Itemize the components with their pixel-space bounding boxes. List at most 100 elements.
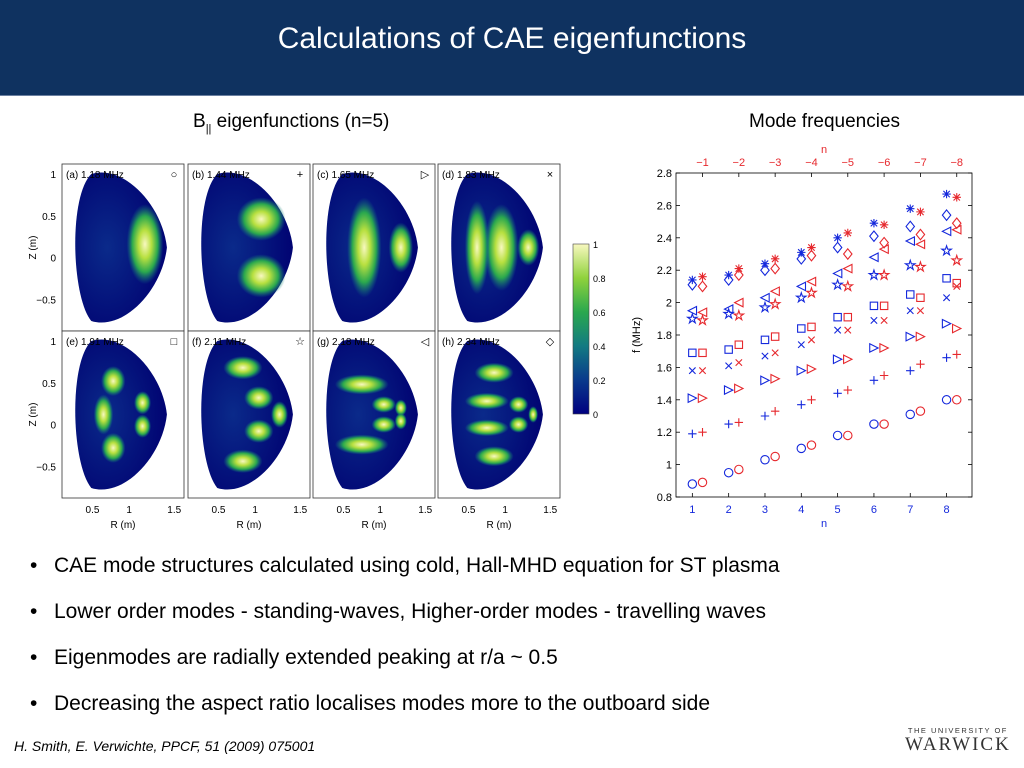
data-point-triangle-right (879, 342, 890, 354)
data-point-triangle-right (796, 365, 807, 376)
x-axis-label: n (821, 518, 827, 530)
colorbar-tick-label: 0.4 (593, 342, 606, 352)
data-point-triangle-right (697, 393, 708, 404)
data-point-triangle-left (904, 235, 916, 247)
plasma-cross-section (201, 339, 293, 490)
data-point-triangle-left (723, 303, 734, 315)
x-tick-label: 1 (126, 505, 132, 516)
data-point-triangle-right (905, 331, 916, 342)
plasma-cross-section (201, 172, 293, 323)
data-point-asterisk (869, 219, 879, 228)
eigenfunction-lobe (394, 399, 407, 417)
data-point-triangle-right (770, 373, 781, 384)
colorbar-tick-label: 1 (593, 240, 598, 250)
x-axis-label: R (m) (111, 520, 136, 531)
y-tick-label: 0.5 (42, 379, 56, 390)
plasma-cross-section (326, 172, 418, 323)
heatmap-panel: (g) 2.18 MHz ◁ (312, 330, 436, 499)
eigenfunction-lobe (464, 392, 509, 410)
bullet-glyph: • (30, 600, 38, 623)
data-point-square (770, 332, 780, 341)
panel-label: (h) 2.34 MHz (442, 337, 500, 348)
data-point-diamond (770, 262, 781, 275)
caption-parallel-subscript: || (205, 122, 212, 135)
data-point-plus (869, 376, 879, 385)
data-point-cross (834, 326, 842, 334)
data-point-plus (760, 411, 770, 421)
data-point-cross (880, 316, 888, 325)
plasma-cross-section (326, 339, 418, 490)
data-point-cross (698, 367, 707, 375)
data-point-square (760, 335, 770, 345)
data-point-star (685, 311, 699, 325)
heatmap-panel: (b) 1.44 MHz + (187, 163, 311, 332)
y-tick-label: 1 (666, 460, 672, 472)
y-axis-label: Z (m) (28, 236, 39, 260)
y-tick-label: 2.8 (657, 168, 672, 180)
heatmap-panel: (a) 1.18 MHz ○ (61, 163, 185, 332)
data-point-diamond (806, 249, 817, 262)
panel-marker-symbol: ▷ (421, 169, 430, 181)
data-point-asterisk (916, 207, 925, 217)
data-point-asterisk (807, 243, 816, 252)
data-point-diamond (697, 280, 708, 293)
data-point-diamond (941, 209, 952, 222)
university-logo: THE UNIVERSITY OF WARWICK (905, 726, 1011, 755)
x-tick-label: 1.5 (167, 505, 181, 516)
panel-marker-symbol: ◁ (421, 336, 430, 348)
panel-label: (g) 2.18 MHz (317, 337, 375, 348)
data-point-plus (688, 429, 697, 439)
data-point-triangle-right (832, 354, 844, 365)
eigenfunction-lobe (101, 366, 126, 397)
logo-line-1: THE UNIVERSITY OF (907, 726, 1008, 735)
x-tick-label: 0.5 (86, 505, 100, 516)
data-point-diamond (760, 264, 770, 277)
data-point-square (807, 322, 816, 332)
data-point-triangle-left (769, 286, 780, 297)
plasma-shape (451, 339, 543, 490)
y-tick-label: 0.5 (42, 212, 56, 223)
y-tick-label: 1 (50, 337, 56, 348)
eigenfunction-lobe (236, 197, 286, 241)
data-point-cross (725, 362, 733, 370)
data-point-square (942, 274, 951, 283)
eigenfunction-lobe (101, 432, 126, 463)
data-point-triangle-left (759, 292, 770, 303)
data-point-asterisk (906, 204, 915, 213)
y-tick-label: 1.8 (657, 330, 672, 342)
x-tick-label: 1.5 (418, 505, 432, 516)
data-point-triangle-left (914, 239, 926, 250)
panel-label: (f) 2.11 MHz (192, 337, 246, 348)
top-x-tick-label: −8 (950, 157, 963, 169)
data-point-plus (833, 389, 842, 398)
eigenfunction-lobe (347, 197, 382, 298)
x-axis-label: R (m) (237, 520, 262, 531)
data-point-square (688, 348, 697, 358)
bullet-glyph: • (30, 646, 38, 669)
mode-frequencies-caption: Mode frequencies (749, 111, 901, 132)
top-x-tick-label: −5 (842, 157, 855, 169)
data-point-square (797, 324, 806, 333)
data-point-circle (796, 443, 807, 454)
panel-label: (c) 1.65 MHz (317, 170, 374, 181)
panel-marker-symbol: ◇ (546, 336, 555, 348)
data-point-circle (879, 419, 889, 429)
data-point-square (698, 348, 707, 358)
data-point-square (833, 312, 842, 322)
data-point-asterisk (952, 193, 961, 202)
data-point-plus (797, 400, 806, 409)
data-point-plus (942, 353, 951, 362)
eigenfunction-lobe (93, 394, 114, 435)
data-point-cross (688, 367, 696, 375)
data-point-cross (797, 341, 805, 349)
data-point-star (867, 268, 881, 281)
data-point-triangle-left (806, 276, 817, 287)
bullet-item: • CAE mode structures calculated using co… (30, 552, 780, 598)
y-axis-label: f (MHz) (632, 317, 643, 353)
plasma-shape (75, 339, 167, 490)
colorbar-ticks: 1 0.8 0.6 0.4 0.2 0 (593, 240, 606, 420)
data-point-star (913, 260, 927, 273)
heatmap-panel: (e) 1.91 MHz □ (61, 330, 185, 499)
data-point-star (841, 279, 855, 292)
eigenfunction-lobe (474, 446, 514, 467)
